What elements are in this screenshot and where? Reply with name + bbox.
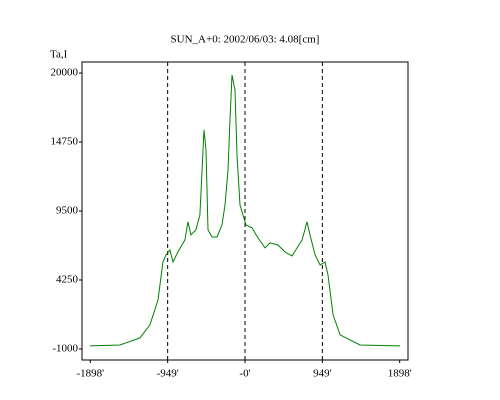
y-tick-label: 20000 bbox=[51, 67, 79, 79]
y-tick-label: 4250 bbox=[56, 274, 79, 286]
y-axis-label: Ta,I bbox=[50, 49, 68, 61]
x-tick-label: -949' bbox=[157, 368, 179, 380]
y-tick-label: 9500 bbox=[56, 205, 79, 217]
data-line bbox=[89, 74, 401, 347]
y-tick-label: 14750 bbox=[51, 136, 79, 148]
x-tick-label: 949' bbox=[313, 368, 332, 380]
x-tick-label: -1898' bbox=[76, 368, 104, 380]
x-tick-label: -0' bbox=[239, 368, 250, 380]
y-tick-label: -1000 bbox=[52, 342, 78, 354]
x-tick-label: 1898' bbox=[388, 368, 412, 380]
chart-title: SUN_A+0: 2002/06/03: 4.08[cm] bbox=[171, 34, 320, 46]
